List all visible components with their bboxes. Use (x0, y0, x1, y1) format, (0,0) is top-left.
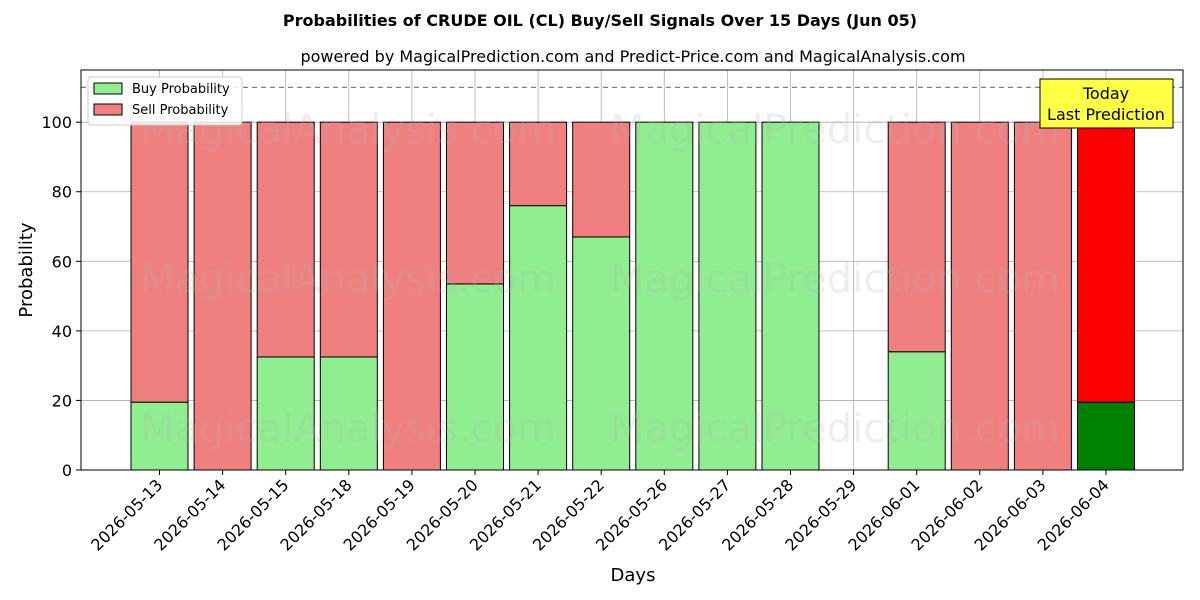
buy-bar (887, 351, 946, 471)
sell-bar (382, 121, 441, 471)
sell-bar (572, 121, 631, 238)
chart-title: Probabilities of CRUDE OIL (CL) Buy/Sell… (283, 11, 917, 30)
y-axis-ticks: 0 20 40 60 80 100 (41, 113, 81, 480)
chart-subtitle: powered by MagicalPrediction.com and Pre… (300, 47, 965, 66)
legend: Buy Probability Sell Probability (87, 76, 243, 126)
watermarks: MagicalAnalysis.com MagicalPrediction.com… (140, 107, 1060, 452)
y-tick-label: 20 (52, 391, 72, 410)
today-annotation: Today Last Prediction (1039, 78, 1174, 129)
sell-bar (1077, 121, 1135, 403)
plot-frame (80, 69, 1184, 471)
buy-bar (635, 121, 694, 471)
y-tick-label: 100 (41, 113, 72, 132)
legend-label: Sell Probability (132, 103, 229, 118)
buy-bar (698, 121, 757, 471)
y-axis-label: Probability (16, 222, 37, 317)
legend-label: Buy Probability (132, 82, 230, 97)
annotation-text: Last Prediction (1047, 105, 1165, 124)
buy-bar (1077, 401, 1135, 471)
x-axis-label: Days (611, 565, 656, 586)
annotation-text: Today (1082, 84, 1129, 103)
legend-swatch (93, 82, 123, 95)
buy-bar (509, 205, 568, 471)
buy-bar (572, 236, 631, 471)
watermark-text: MagicalPrediction.com (610, 257, 1060, 303)
watermark-text: MagicalPrediction.com (610, 107, 1060, 153)
buy-bar (319, 356, 378, 471)
annotation-box (1039, 78, 1174, 129)
sell-bar (256, 121, 315, 358)
bars (130, 121, 1135, 471)
legend-box (87, 76, 243, 126)
buy-bar (446, 283, 504, 471)
y-tick-label: 60 (52, 252, 72, 271)
sell-bar (509, 121, 568, 207)
watermark-text: MagicalAnalysis.com (140, 406, 556, 452)
legend-swatch (93, 103, 123, 116)
watermark-text: MagicalPrediction.com (610, 406, 1060, 452)
sell-bar (887, 121, 946, 353)
y-tick-label: 0 (62, 461, 72, 480)
watermark-text: MagicalAnalysis.com (140, 257, 556, 303)
y-tick-label: 80 (52, 183, 72, 202)
sell-bar (1013, 121, 1072, 471)
x-axis-ticks: 2026-05-132026-05-142026-05-152026-05-18… (87, 470, 1113, 555)
sell-bar (950, 121, 1009, 471)
sell-bar (193, 121, 252, 471)
sell-bar (446, 121, 504, 285)
y-tick-label: 40 (52, 322, 72, 341)
buy-bar (761, 121, 820, 471)
sell-bar (319, 121, 378, 358)
sell-bar (130, 121, 189, 403)
